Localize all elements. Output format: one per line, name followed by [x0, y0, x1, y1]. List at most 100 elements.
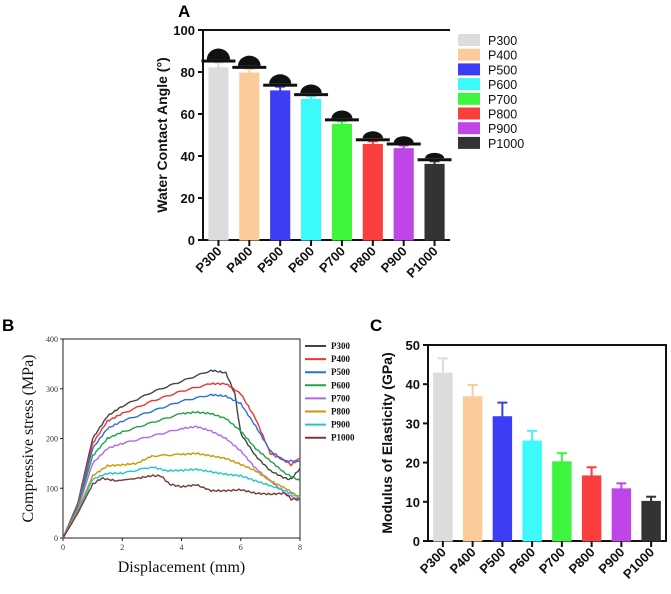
legend-label: P900 — [488, 122, 517, 136]
x-tick-label: 0 — [61, 543, 65, 552]
legend-swatch — [458, 63, 480, 76]
y-tick-label: 0 — [413, 534, 420, 549]
legend-label: P300 — [331, 341, 350, 351]
legend-label: P1000 — [331, 433, 355, 443]
series-line-p400 — [62, 382, 301, 539]
x-tick-label: P1000 — [620, 545, 657, 582]
legend-swatch — [458, 34, 480, 46]
droplet-baseline — [417, 158, 452, 162]
x-tick-label: P500 — [254, 244, 286, 276]
x-tick-label: P600 — [285, 244, 317, 276]
series-line-p800 — [62, 452, 301, 539]
bar-p300 — [208, 67, 229, 241]
bar-p300 — [433, 372, 453, 542]
legend-label: P800 — [488, 108, 517, 122]
x-tick-label: P600 — [506, 545, 538, 577]
y-axis-label: Water Contact Angle (°) — [154, 57, 170, 212]
elastic-modulus-chart: 0 10 20 30 40 50 Modulus of Elasticity (GPa) P3… — [379, 338, 667, 582]
x-tick-label: P800 — [566, 545, 598, 577]
bar-p700 — [552, 461, 572, 542]
water-droplet-icon — [206, 48, 231, 60]
bar-p600 — [300, 98, 322, 241]
y-tick-label: 40 — [406, 377, 420, 392]
panel-label-b: B — [2, 316, 14, 335]
bar-p400 — [239, 72, 260, 241]
legend-label: P700 — [331, 393, 350, 403]
y-tick-label: 0 — [54, 534, 58, 543]
y-tick-label: 20 — [406, 456, 420, 471]
x-tick-label: P800 — [347, 244, 379, 276]
legend-label: P400 — [331, 354, 350, 364]
legend-swatch — [458, 122, 480, 135]
legend-swatch — [458, 92, 480, 105]
x-tick-label: 4 — [180, 543, 184, 552]
bar-p400 — [462, 396, 483, 542]
legend-label: P900 — [331, 420, 350, 430]
x-tick-label: P300 — [192, 244, 224, 276]
y-tick-label: 20 — [181, 191, 195, 206]
series-line-p500 — [62, 393, 301, 539]
compressive-stress-chart: 0 100 200 300 400 0 2 4 6 8 Displacement (mm) Compr… — [20, 335, 355, 576]
series-line-p600 — [62, 410, 301, 539]
x-tick-label: P700 — [316, 244, 348, 276]
x-tick-label: 8 — [298, 543, 302, 552]
bar-p800 — [362, 143, 383, 241]
x-tick-label: P700 — [536, 545, 568, 577]
y-axis-label: Compressive stress (MPa) — [20, 355, 37, 523]
y-axis-label: Modulus of Elasticity (GPa) — [379, 352, 395, 533]
bar-p800 — [581, 475, 602, 542]
legend-swatch — [458, 107, 480, 120]
x-tick-label: P400 — [447, 545, 479, 577]
y-tick-label: 200 — [46, 435, 58, 444]
droplet-baseline — [386, 142, 421, 146]
legend-label: P400 — [488, 49, 517, 63]
legend-label: P600 — [331, 380, 350, 390]
droplet-baseline — [294, 93, 329, 97]
water-droplet-icon — [362, 131, 383, 139]
bar-p900 — [611, 488, 632, 542]
legend-label: P300 — [488, 34, 517, 48]
bar-p1000 — [424, 163, 445, 241]
y-tick-label: 0 — [188, 233, 195, 248]
bar-p600 — [522, 440, 542, 542]
droplet-baseline — [232, 65, 267, 69]
y-tick-label: 10 — [406, 495, 420, 510]
water-droplet-icon — [269, 74, 292, 84]
legend-label: P600 — [488, 78, 517, 92]
x-tick-label: 2 — [120, 543, 124, 552]
legend-label: P700 — [488, 93, 517, 107]
bar-p500 — [492, 416, 513, 542]
bar-p1000 — [641, 500, 661, 542]
y-tick-label: 50 — [406, 338, 420, 353]
x-axis-label: Displacement (mm) — [118, 559, 246, 576]
panel-label-a: A — [178, 2, 190, 21]
legend-swatch — [458, 136, 480, 149]
water-droplet-icon — [331, 110, 353, 119]
plot-frame — [427, 344, 667, 542]
water-droplet-icon — [237, 55, 261, 66]
x-tick-label: P500 — [476, 545, 508, 577]
y-tick-label: 60 — [181, 107, 195, 122]
y-tick-label: 100 — [46, 484, 58, 493]
x-tick-label: P1000 — [403, 244, 440, 281]
x-tick-label: P300 — [417, 545, 449, 577]
legend-label: P1000 — [488, 137, 524, 151]
y-tick-label: 100 — [173, 23, 195, 38]
y-tick-label: 40 — [181, 149, 195, 164]
x-tick-label: 6 — [239, 543, 243, 552]
water-droplet-icon — [393, 136, 414, 143]
series-line-p900 — [62, 466, 301, 539]
y-tick-label: 400 — [46, 335, 58, 344]
droplet-baseline — [324, 118, 359, 122]
legend-swatch — [458, 48, 480, 61]
water-droplet-icon — [300, 84, 322, 94]
y-tick-label: 300 — [46, 385, 58, 394]
bar-p500 — [270, 90, 291, 241]
bar-p700 — [331, 124, 353, 241]
y-tick-label: 80 — [181, 65, 195, 80]
series-line-p700 — [62, 425, 301, 539]
x-tick-label: P400 — [223, 244, 255, 276]
bar-p900 — [393, 148, 414, 241]
legend-swatch — [458, 78, 480, 91]
